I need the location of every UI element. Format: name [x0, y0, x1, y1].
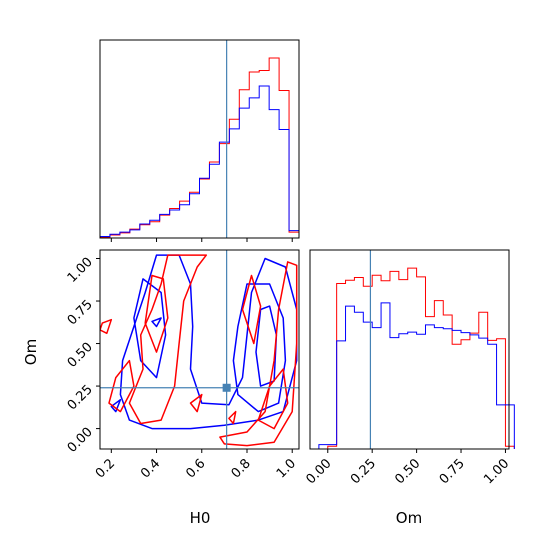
- contour-series-0-level-1: [232, 283, 287, 413]
- h0-histogram-series-1: [99, 85, 300, 238]
- h0-tick-label-0: 0.2: [93, 456, 118, 481]
- om-tick-label-2: 0.50: [392, 456, 423, 487]
- om-histogram-series-0: [318, 267, 515, 450]
- om-y-axis-label: Om: [22, 339, 40, 365]
- om-tick-label-2: 0.50: [65, 340, 96, 371]
- contour-series-1-level-2: [100, 318, 113, 335]
- om-tick-label-4: 1.00: [481, 456, 512, 487]
- contour-series-1-level-3: [108, 359, 135, 413]
- contour-series-1-level-6: [257, 368, 289, 430]
- truth-marker: [222, 383, 231, 392]
- contour-series-1-level-0: [128, 254, 208, 425]
- contour-series-0-level-3: [133, 278, 167, 379]
- contour-series-1-level-5: [241, 274, 262, 345]
- h0-axis-label: H0: [190, 509, 211, 527]
- contour-series-1-level-8: [189, 393, 203, 413]
- om-tick-label-0: 0.00: [65, 425, 96, 456]
- contour-frame: [99, 249, 300, 450]
- h0-histogram-frame: [99, 39, 300, 239]
- om-x-axis-label: Om: [396, 509, 422, 527]
- om-tick-label-1: 0.25: [348, 456, 379, 487]
- contour-series-1-level-1: [144, 274, 169, 353]
- om-histogram-series-1: [318, 302, 515, 449]
- h0-tick-label-4: 1.0: [274, 456, 299, 481]
- om-tick-label-0: 0.00: [304, 456, 335, 487]
- om-tick-label-4: 1.00: [65, 255, 96, 286]
- h0-tick-label-3: 0.8: [229, 456, 254, 481]
- om-histogram-frame: [309, 249, 510, 450]
- contour-series-1-level-4: [219, 261, 298, 447]
- om-tick-label-1: 0.25: [65, 382, 96, 413]
- om-tick-label-3: 0.75: [437, 456, 468, 487]
- contour-series-0-level-5: [151, 317, 162, 328]
- om-tick-label-3: 0.75: [65, 297, 96, 328]
- h0-tick-label-1: 0.4: [138, 456, 163, 481]
- h0-tick-label-2: 0.6: [183, 456, 208, 481]
- contour-series-1-level-7: [228, 410, 237, 425]
- h0-histogram-series-0: [99, 57, 300, 238]
- contour-series-0-level-4: [110, 398, 122, 413]
